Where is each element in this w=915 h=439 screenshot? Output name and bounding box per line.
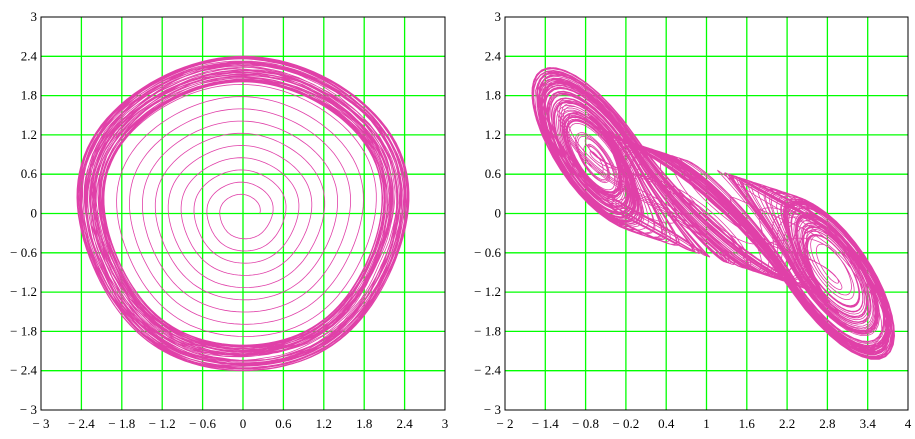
y-tick-label: 1.8	[21, 88, 37, 103]
x-tick-label: 4	[905, 416, 912, 431]
x-tick-label: 1.2	[316, 416, 332, 431]
y-tick-label: 2.4	[21, 48, 38, 63]
x-tick-label: 1.6	[739, 416, 756, 431]
series-line	[531, 67, 896, 360]
plot-panel-left: 3 2.4 1.8 1.2 0.6 0 − 0.6 − 1.2 − 1.8 − 2.4 − 3− 3…	[10, 9, 448, 431]
y-tick-label: − 1.8	[10, 323, 37, 338]
x-tick-label: 3	[442, 416, 449, 431]
y-tick-label: 1.2	[485, 127, 501, 142]
x-tick-label: − 0.6	[189, 416, 216, 431]
y-tick-label: − 2.4	[474, 363, 501, 378]
y-tick-label: 3	[495, 9, 502, 24]
x-tick-label: − 2	[496, 416, 513, 431]
plot-frame	[504, 16, 909, 411]
y-tick-label: 2.4	[485, 48, 502, 63]
y-tick-label: − 1.2	[10, 284, 37, 299]
x-tick-label: − 0.2	[612, 416, 639, 431]
y-tick-label: 3	[31, 9, 38, 24]
x-tick-label: − 1.4	[532, 416, 559, 431]
x-tick-label: 2.4	[396, 416, 413, 431]
x-tick-label: − 2.4	[68, 416, 95, 431]
x-tick-label: − 1.8	[108, 416, 135, 431]
y-tick-label: 0	[495, 206, 502, 221]
series-line	[76, 55, 410, 372]
y-tick-label: − 3	[484, 402, 501, 417]
y-tick-label: 0.6	[21, 166, 38, 181]
x-tick-label: − 3	[32, 416, 49, 431]
y-tick-label: 1.8	[485, 88, 501, 103]
y-tick-label: 0.6	[485, 166, 502, 181]
y-tick-label: − 3	[20, 402, 37, 417]
x-tick-label: − 1.2	[149, 416, 176, 431]
y-tick-label: − 0.6	[10, 245, 37, 260]
x-tick-label: 3.4	[860, 416, 877, 431]
x-tick-label: 0.4	[658, 416, 675, 431]
y-tick-label: − 2.4	[10, 363, 37, 378]
x-tick-label: 0.6	[275, 416, 292, 431]
plot-panel-right: 3 2.4 1.8 1.2 0.6 0 − 0.6 − 1.2 − 1.8 − 2.4 − 3− 2…	[474, 9, 912, 431]
x-tick-label: 1	[703, 416, 710, 431]
y-tick-label: − 1.2	[474, 284, 501, 299]
y-tick-label: − 0.6	[474, 245, 501, 260]
y-tick-label: − 1.8	[474, 323, 501, 338]
x-tick-label: 2.2	[779, 416, 795, 431]
x-tick-label: − 0.8	[572, 416, 599, 431]
x-tick-label: 1.8	[356, 416, 372, 431]
y-tick-label: 1.2	[21, 127, 37, 142]
x-tick-label: 2.8	[819, 416, 835, 431]
y-tick-label: 0	[31, 206, 38, 221]
plot-frame	[40, 16, 446, 411]
x-tick-label: 0	[240, 416, 247, 431]
